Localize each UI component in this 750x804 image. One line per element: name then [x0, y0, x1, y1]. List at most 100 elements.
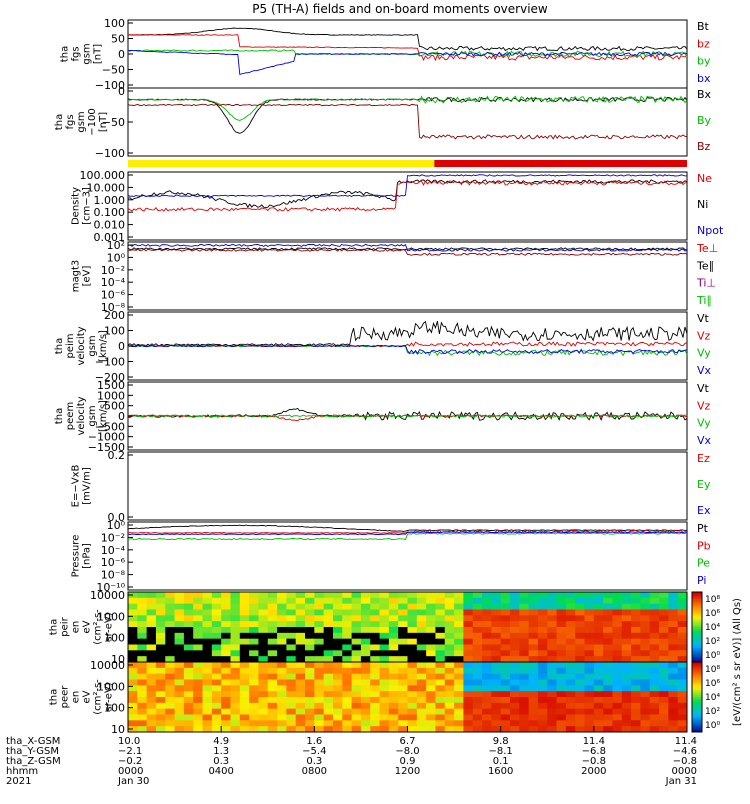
heatmap-cell — [258, 714, 269, 721]
heatmap-cell — [370, 720, 380, 727]
heatmap-cell — [267, 615, 278, 622]
colorbar-band — [692, 594, 702, 598]
heatmap-cell — [407, 656, 418, 663]
heatmap-cell — [509, 650, 520, 657]
heatmap-cell — [155, 714, 166, 721]
heatmap-cell — [482, 644, 492, 651]
heatmap-cell — [286, 685, 297, 692]
heatmap-cell — [258, 644, 269, 651]
heatmap-cell — [277, 714, 287, 721]
legend-entry: Vx — [697, 434, 712, 447]
heatmap-cell — [407, 720, 418, 727]
legend-entry: Pb — [697, 539, 711, 552]
heatmap-cell — [370, 615, 380, 622]
heatmap-cell — [239, 615, 250, 622]
heatmap-cell — [193, 603, 203, 610]
y-tick-label: −50 — [102, 116, 125, 129]
legend-entry: Vx — [697, 364, 712, 377]
heatmap-cell — [221, 662, 231, 669]
heatmap-cell — [621, 673, 632, 680]
heatmap-cell — [537, 615, 548, 622]
heatmap-cell — [174, 708, 185, 715]
y-axis-label: thafgsgsm−100[nT] — [54, 108, 109, 135]
heatmap-cell — [128, 621, 138, 628]
heatmap-cell — [165, 702, 175, 710]
heatmap-cell — [183, 679, 194, 686]
heatmap-cell — [183, 685, 194, 692]
heatmap-cell — [565, 615, 576, 622]
heatmap-cell — [239, 726, 250, 733]
heatmap-cell — [454, 667, 464, 675]
heatmap-cell — [295, 685, 306, 692]
heatmap-cell — [370, 691, 380, 698]
heatmap-cell — [388, 592, 399, 599]
heatmap-cell — [509, 627, 520, 634]
heatmap-cell — [659, 597, 669, 605]
heatmap-cell — [146, 603, 157, 610]
heatmap-cell — [547, 714, 557, 721]
heatmap-cell — [239, 662, 250, 669]
heatmap-cell — [482, 685, 492, 692]
heatmap-cell — [631, 714, 641, 721]
y-axis-label-line: Pressure — [71, 535, 82, 578]
heatmap-cell — [183, 627, 194, 634]
heatmap-cell — [388, 638, 399, 645]
y-axis-label-line: [nPa] — [82, 543, 93, 569]
heatmap-cell — [537, 609, 548, 616]
heatmap-cell — [640, 662, 651, 669]
heatmap-cell — [454, 656, 464, 663]
heatmap-cell — [668, 632, 679, 640]
heatmap-cell — [659, 702, 669, 710]
heatmap-cell — [612, 673, 623, 680]
y-axis-label: thapeimvelocitygsm[km/s] — [54, 326, 109, 365]
heatmap-cell — [426, 673, 436, 680]
x-tick-value: −8.0 — [395, 746, 419, 757]
heatmap-cell — [659, 720, 669, 727]
heatmap-cell — [547, 662, 557, 669]
colorbar-band — [692, 729, 702, 733]
heatmap-cell — [332, 708, 343, 715]
heatmap-cell — [230, 685, 241, 692]
heatmap-cell — [360, 697, 371, 704]
heatmap-cell — [537, 697, 548, 704]
heatmap-cell — [249, 726, 259, 733]
heatmap-cell — [174, 714, 185, 721]
heatmap-cell — [351, 627, 362, 634]
heatmap-cell — [239, 685, 250, 692]
colorbar-band — [692, 617, 702, 621]
heatmap-cell — [211, 597, 222, 605]
heatmap-cell — [482, 726, 492, 733]
x-tick-value: −0.2 — [118, 756, 142, 767]
heatmap-cell — [360, 621, 371, 628]
heatmap-cell — [556, 597, 567, 605]
heatmap-cell — [426, 650, 436, 657]
y-axis-label-line: tha — [49, 689, 60, 705]
y-axis-label: thapeireneV(cm²-s-sr-eV) — [49, 609, 115, 645]
heatmap-cell — [491, 650, 502, 657]
heatmap-cell — [519, 609, 530, 616]
heatmap-cell — [491, 714, 502, 721]
heatmap-cell — [277, 597, 287, 605]
heatmap-cell — [379, 697, 390, 704]
heatmap-cell — [463, 714, 474, 721]
legend-entry: Bx — [697, 88, 712, 101]
heatmap-cell — [612, 609, 623, 616]
colorbar-band — [692, 652, 702, 656]
heatmap-cell — [314, 656, 325, 663]
heatmap-cell — [286, 667, 297, 675]
heatmap-cell — [444, 697, 455, 704]
heatmap-cell — [575, 627, 585, 634]
heatmap-cell — [249, 644, 259, 651]
y-tick-label: −100 — [95, 147, 125, 160]
heatmap-cell — [239, 702, 250, 710]
heatmap-cell — [407, 615, 418, 622]
colorbar-tick: 10² — [705, 707, 720, 717]
heatmap-cell — [677, 632, 688, 640]
heatmap-cell — [426, 708, 436, 715]
heatmap-cell — [305, 609, 315, 616]
heatmap-cell — [472, 638, 483, 645]
heatmap-cell — [183, 615, 194, 622]
heatmap-cell — [640, 685, 651, 692]
heatmap-cell — [388, 644, 399, 651]
